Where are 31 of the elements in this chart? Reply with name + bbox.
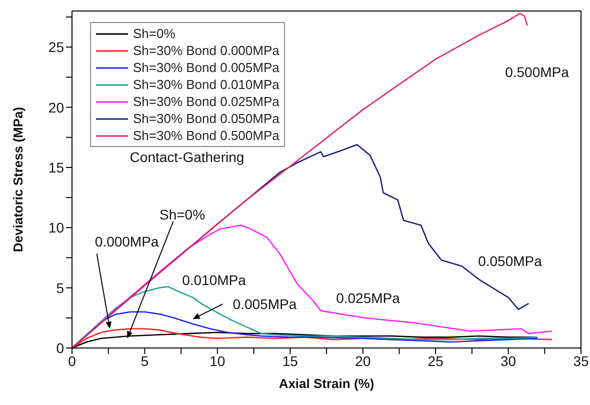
annotation: 0.500MPa: [505, 64, 570, 80]
y-tick-label: 10: [48, 220, 64, 236]
legend-label: Sh=30% Bond 0.050MPa: [133, 111, 280, 126]
y-tick-label: 20: [48, 99, 64, 116]
legend-label: Sh=30% Bond 0.010MPa: [133, 77, 280, 92]
y-tick-label: 25: [48, 39, 64, 56]
annotation: 0.000MPa: [94, 234, 159, 250]
y-tick-label: 15: [48, 159, 64, 176]
annotation: 0.010MPa: [182, 272, 246, 288]
x-tick-label: 10: [210, 352, 226, 369]
x-tick-label: 5: [140, 352, 149, 369]
legend-label: Sh=30% Bond 0.000MPa: [133, 43, 280, 58]
annotation: Contact-Gathering: [130, 149, 244, 165]
x-tick-label: 35: [573, 352, 589, 369]
y-tick-label: 5: [56, 280, 64, 296]
annotation: 0.005MPa: [232, 296, 297, 312]
y-tick-label: 0: [56, 340, 64, 356]
legend-label: Sh=30% Bond 0.025MPa: [133, 94, 280, 109]
legend-label: Sh=30% Bond 0.500MPa: [133, 128, 280, 143]
x-tick-label: 25: [428, 352, 444, 369]
x-tick-label: 30: [500, 352, 516, 369]
x-tick-label: 0: [68, 352, 76, 369]
annotation: Sh=0%: [159, 206, 206, 222]
annotation: 0.025MPa: [336, 290, 400, 306]
y-axis-title: Deviatoric Stress (MPa): [10, 106, 26, 252]
annotation: 0.050MPa: [478, 253, 542, 269]
legend-label: Sh=0%: [133, 26, 176, 41]
x-tick-label: 20: [355, 352, 371, 369]
legend-label: Sh=30% Bond 0.005MPa: [133, 60, 280, 75]
x-axis-title: Axial Strain (%): [278, 376, 374, 391]
x-tick-label: 15: [282, 352, 298, 369]
